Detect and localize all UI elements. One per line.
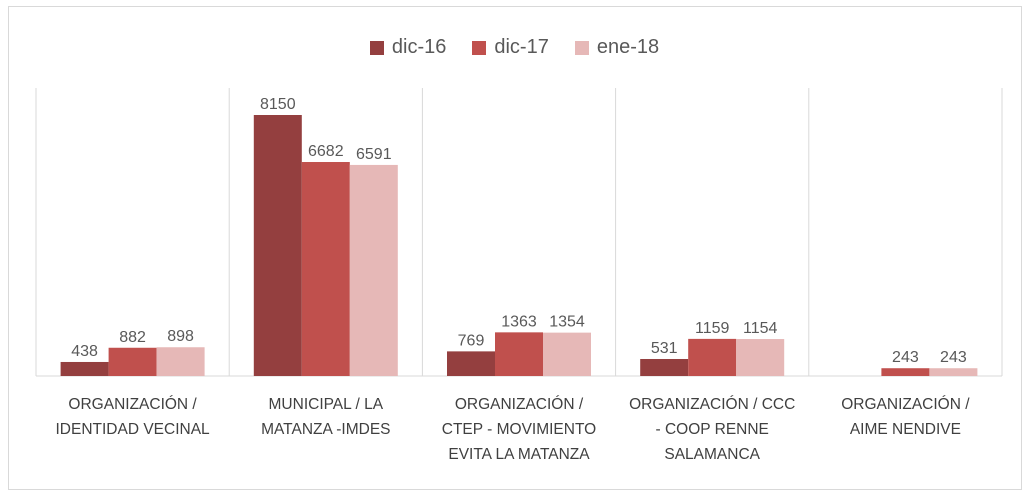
data-label-dic-17: 1159 [695,320,730,337]
legend-label-dic-17: dic-17 [494,36,549,58]
bar-dic-16 [60,361,109,376]
legend-item-ene-18: ene-18 [574,36,660,59]
bar-ene-18 [349,164,398,376]
data-label-dic-17: 243 [892,349,919,366]
data-label-ene-18: 6591 [356,146,392,163]
category-label: ORGANIZACIÓN / CCC [629,396,795,413]
bar-dic-16 [447,351,495,376]
bar-dic-16 [640,358,689,376]
bar-dic-17 [495,332,543,376]
bar-dic-17 [688,338,737,376]
legend-label-dic-16: dic-16 [391,36,447,58]
legend-item-dic-17: dic-17 [472,36,549,59]
category-label: MATANZA -IMDES [261,421,390,438]
data-label-dic-17: 882 [119,329,146,346]
category-label: CTEP - MOVIMIENTO [442,421,596,438]
category-label: ORGANIZACIÓN / [455,396,584,413]
data-label-ene-18: 243 [940,349,967,366]
data-label-ene-18: 1154 [743,320,778,337]
category-label: SALAMANCA [664,446,760,463]
data-label-dic-16: 769 [458,332,485,349]
category-label: EVITA LA MATANZA [448,446,590,463]
category-label: AIME NENDIVE [850,421,961,438]
bar-dic-16 [253,115,302,376]
bar-dic-17 [881,368,930,376]
legend-item-dic-16: dic-16 [369,36,447,59]
data-label-ene-18: 1354 [549,314,585,331]
bar-ene-18 [543,332,591,376]
data-label-dic-17: 1363 [501,313,537,330]
category-label: - COOP RENNE [655,421,768,438]
chart-frame [8,6,1022,490]
data-label-dic-16: 8150 [260,96,296,113]
legend-swatch-dic-16 [369,40,384,55]
bar-ene-18 [929,368,978,376]
bar-ene-18 [156,347,205,376]
category-label: IDENTIDAD VECINAL [56,421,211,438]
legend-swatch-ene-18 [574,40,589,55]
bar-dic-17 [108,347,157,376]
bar-dic-17 [301,162,350,376]
data-label-dic-16: 531 [651,340,678,357]
chart-legend: dic-16 dic-17 ene-18 [0,36,1029,59]
legend-label-ene-18: ene-18 [596,36,660,58]
data-label-dic-16: 438 [71,343,98,360]
category-label: ORGANIZACIÓN / [68,396,197,413]
data-label-ene-18: 898 [167,328,194,345]
data-label-dic-17: 6682 [308,143,344,160]
legend-swatch-dic-17 [472,40,487,55]
category-label: MUNICIPAL / LA [269,396,384,413]
category-label: ORGANIZACIÓN / [841,396,970,413]
bar-ene-18 [736,339,785,376]
